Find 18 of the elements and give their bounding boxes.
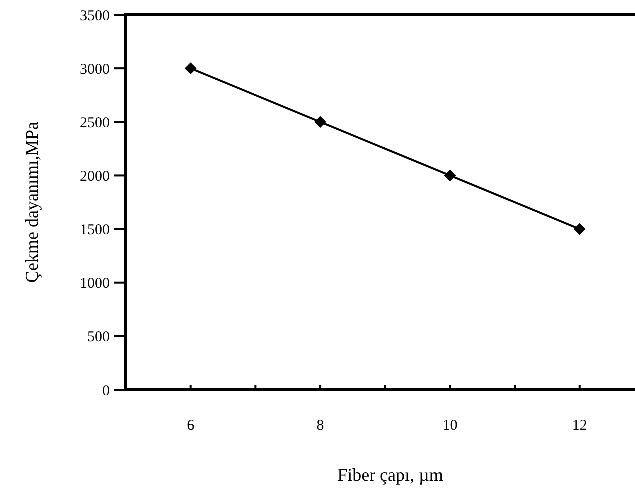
y-tick-label: 500 bbox=[88, 330, 110, 346]
x-tick-label: 8 bbox=[316, 418, 324, 434]
point bbox=[314, 116, 326, 128]
y-tick-label: 3500 bbox=[80, 8, 110, 24]
y-tick-label: 0 bbox=[102, 383, 110, 400]
y-tick-label: 3000 bbox=[80, 62, 110, 78]
x-axis-title: Fiber çapı, µm bbox=[338, 465, 444, 485]
point bbox=[184, 62, 197, 75]
x-tick-label: 12 bbox=[572, 418, 588, 434]
y-tick-label: 2500 bbox=[80, 115, 110, 132]
y-axis-title: Çekme dayanımı,MPa bbox=[22, 122, 42, 283]
point bbox=[444, 170, 456, 182]
y-tick-label: 2000 bbox=[80, 168, 110, 185]
point bbox=[574, 223, 586, 236]
x-tick-label: 10 bbox=[442, 418, 458, 434]
y-tick-label: 1000 bbox=[80, 276, 110, 292]
x-tick-label: 6 bbox=[187, 418, 196, 434]
y-tick-label: 1500 bbox=[80, 222, 110, 239]
